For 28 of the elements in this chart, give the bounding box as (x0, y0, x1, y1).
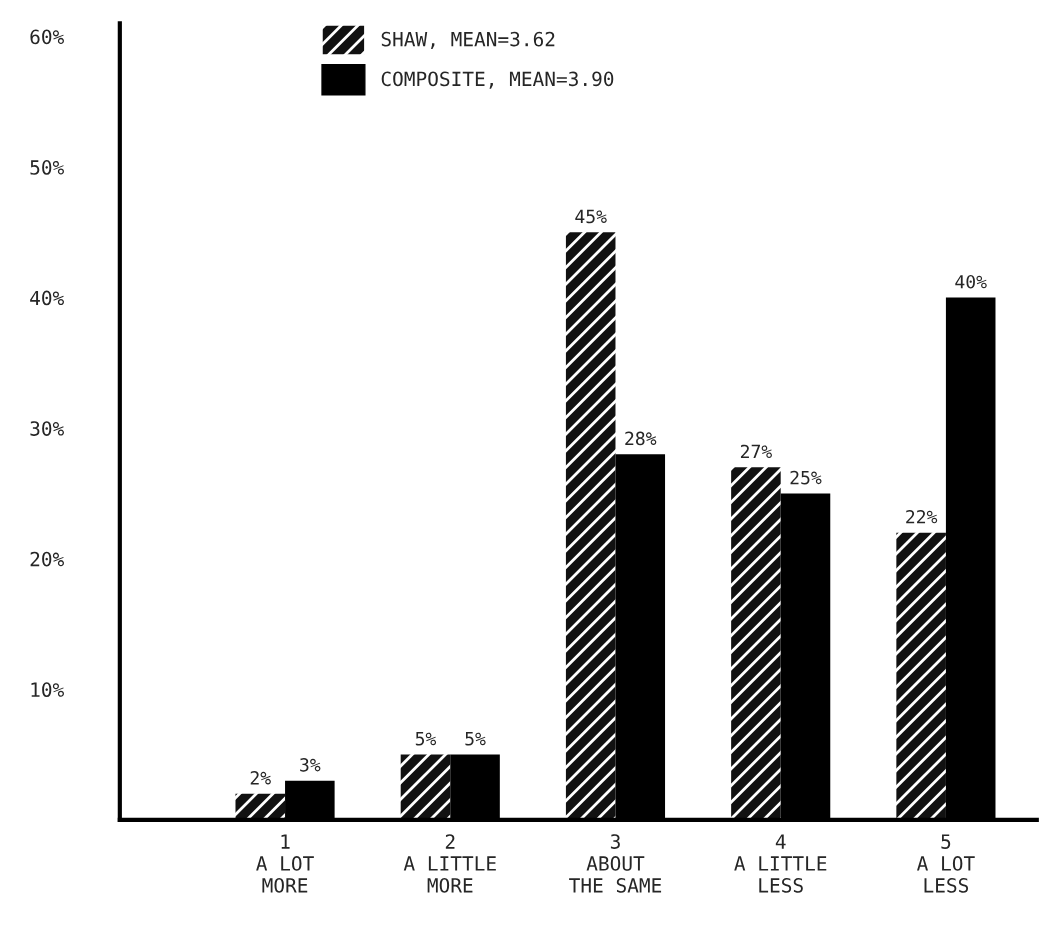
y-tick-label: 60% (30, 29, 64, 45)
legend-label: SHAW, MEAN=3.62 (381, 31, 555, 49)
data-label: 3% (300, 757, 321, 772)
bar (896, 532, 946, 820)
y-tick-label: 40% (30, 290, 64, 306)
data-label: 5% (415, 732, 437, 746)
data-label: 28% (625, 431, 657, 446)
data-label: 2% (250, 771, 271, 785)
x-tick-label: 3 ABOUT THE SAME (569, 834, 662, 893)
legend-label: COMPOSITE, MEAN=3.90 (381, 71, 614, 89)
data-label: 27% (740, 444, 772, 459)
x-tick-label: 4 A LITTLE LESS (734, 834, 827, 893)
data-label: 45% (575, 209, 607, 224)
y-tick-label: 50% (30, 160, 64, 175)
bar (731, 467, 781, 820)
x-tick-label: 2 A LITTLE MORE (403, 834, 496, 893)
bar (565, 232, 616, 820)
bar (400, 754, 451, 820)
x-tick-label: 1 A LOT MORE (256, 834, 314, 893)
bar (235, 793, 286, 820)
data-label: 40% (955, 274, 987, 289)
y-tick-label: 30% (30, 421, 64, 436)
data-label: 25% (790, 470, 822, 485)
y-tick-label: 10% (31, 682, 64, 698)
data-label: 5% (465, 732, 486, 746)
data-label: 22% (906, 509, 938, 524)
y-tick-label: 20% (30, 551, 64, 567)
x-tick-label: 5 A LOT LESS (917, 834, 975, 893)
